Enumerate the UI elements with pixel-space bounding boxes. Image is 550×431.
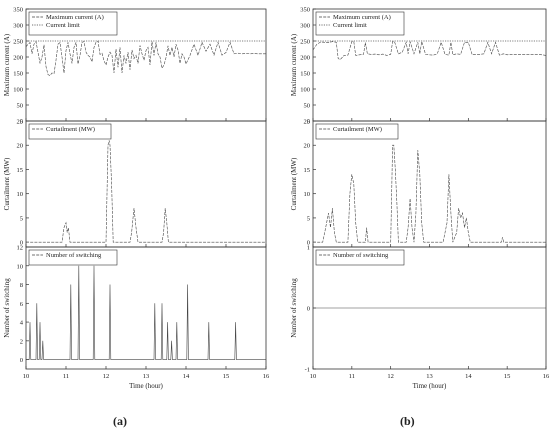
- b_switching-legend-box: [315, 249, 405, 266]
- b_curtailment-ytick-label: 0: [307, 240, 310, 247]
- a_current-legend-label: Maximum current (A): [46, 14, 104, 21]
- b_switching-ytick-label: 0: [307, 306, 310, 313]
- b_current-ytick-label: 150: [300, 71, 310, 78]
- b_curtailment-legend-box: [315, 123, 399, 140]
- b_current-ytick-label: 50: [304, 103, 311, 110]
- a_curtailment-ytick-label: 0: [20, 240, 23, 247]
- a_curtailment-ytick-label: 5: [20, 215, 23, 222]
- a_current-ytick-label: 150: [13, 71, 23, 78]
- a_curtailment-legend-label: Curtailment (MW): [46, 126, 95, 133]
- a_current-series-line: [25, 40, 266, 76]
- a_switching-legend-label: Number of switching: [46, 252, 102, 259]
- b_curtailment-ytick-label: 25: [304, 119, 311, 126]
- a_current-ytick-label: 50: [17, 103, 24, 110]
- a_switching-xtick-label: 10: [23, 373, 30, 380]
- b_switching-legend-label: Number of switching: [333, 252, 389, 259]
- b_switching-xtick-label: 10: [310, 373, 317, 380]
- b_curtailment-ytick-label: 20: [304, 143, 311, 150]
- b_current-ytick-label: 300: [300, 23, 310, 30]
- b_current-ytick-label: 350: [300, 7, 310, 14]
- a_switching-series-line: [26, 265, 266, 360]
- a_switching-xtick-label: 15: [223, 373, 230, 380]
- a_current-ytick-label: 200: [13, 55, 23, 62]
- a_switching-ylabel: Number of switching: [3, 278, 11, 338]
- a_switching-xlabel: Time (hour): [129, 382, 163, 390]
- panel-label-b: (b): [400, 414, 415, 428]
- a_current-ylabel: Maximum current (A): [3, 33, 11, 96]
- b_current-legend-box: [315, 11, 405, 36]
- a_switching-ytick-label: 0: [20, 357, 23, 364]
- a_curtailment-ytick-label: 25: [17, 119, 24, 126]
- b_curtailment-ylabel: Curtailment (MW): [290, 157, 298, 210]
- b_current-ylabel: Maximum current (A): [290, 33, 298, 96]
- b_current-ytick-label: 100: [300, 87, 310, 94]
- a_switching-legend-box: [28, 249, 118, 266]
- a_current-ytick-label: 300: [13, 23, 23, 30]
- b_curtailment-ytick-label: 5: [307, 215, 310, 222]
- b_switching-xtick-label: 16: [543, 373, 550, 380]
- b_curtailment-legend-label: Curtailment (MW): [333, 126, 382, 133]
- a_curtailment-frame: [25, 120, 267, 248]
- a_curtailment-ytick-label: 20: [17, 143, 24, 150]
- b_switching-xtick-label: 11: [349, 373, 355, 380]
- b_switching-xtick-label: 15: [504, 373, 511, 380]
- b_curtailment-ytick-label: 15: [304, 167, 311, 174]
- b_switching-ytick-label: 1: [307, 245, 310, 252]
- b_current-ytick-label: 200: [300, 55, 310, 62]
- panel-label-a: (a): [113, 414, 127, 428]
- b_curtailment-frame: [312, 120, 547, 248]
- b_switching-xtick-label: 13: [426, 373, 433, 380]
- a_switching-xtick-label: 14: [183, 373, 190, 380]
- a_current-legend-label: Current limit: [46, 22, 80, 29]
- a_switching-ytick-label: 12: [17, 245, 24, 252]
- b_switching-xtick-label: 14: [465, 373, 472, 380]
- b_current-series-line: [312, 41, 547, 60]
- a_switching-ytick-label: 6: [20, 301, 24, 308]
- b_switching-ytick-label: -1: [305, 367, 310, 374]
- a_curtailment-series-line: [26, 140, 266, 243]
- b_curtailment-series-line: [313, 144, 546, 243]
- a_curtailment-ylabel: Curtailment (MW): [3, 157, 11, 210]
- a_switching-ytick-label: 10: [17, 263, 24, 270]
- b_current-ytick-label: 0: [307, 119, 310, 126]
- a_switching-ytick-label: 8: [20, 282, 23, 289]
- a_curtailment-ytick-label: 10: [17, 191, 24, 198]
- a_switching-xtick-label: 11: [63, 373, 69, 380]
- a_curtailment-legend-box: [28, 123, 112, 140]
- b_current-legend-label: Current limit: [333, 22, 367, 29]
- b_current-legend-label: Maximum current (A): [333, 14, 391, 21]
- b_switching-xlabel: Time (hour): [413, 382, 447, 390]
- b_current-ytick-label: 250: [300, 39, 310, 46]
- b_curtailment-ytick-label: 10: [304, 191, 311, 198]
- a_switching-ytick-label: 4: [20, 320, 24, 327]
- b_switching-ylabel: Number of switching: [290, 278, 298, 338]
- a_current-ytick-label: 0: [20, 119, 23, 126]
- a_switching-ytick-label: 2: [20, 338, 23, 345]
- b_switching-xtick-label: 12: [387, 373, 394, 380]
- a_curtailment-ytick-label: 15: [17, 167, 24, 174]
- a_current-ytick-label: 250: [13, 39, 23, 46]
- a_switching-xtick-label: 12: [103, 373, 110, 380]
- a_current-legend-box: [28, 11, 118, 36]
- a_switching-xtick-label: 16: [263, 373, 270, 380]
- a_current-ytick-label: 100: [13, 87, 23, 94]
- a_switching-xtick-label: 13: [143, 373, 150, 380]
- a_current-ytick-label: 350: [13, 7, 23, 14]
